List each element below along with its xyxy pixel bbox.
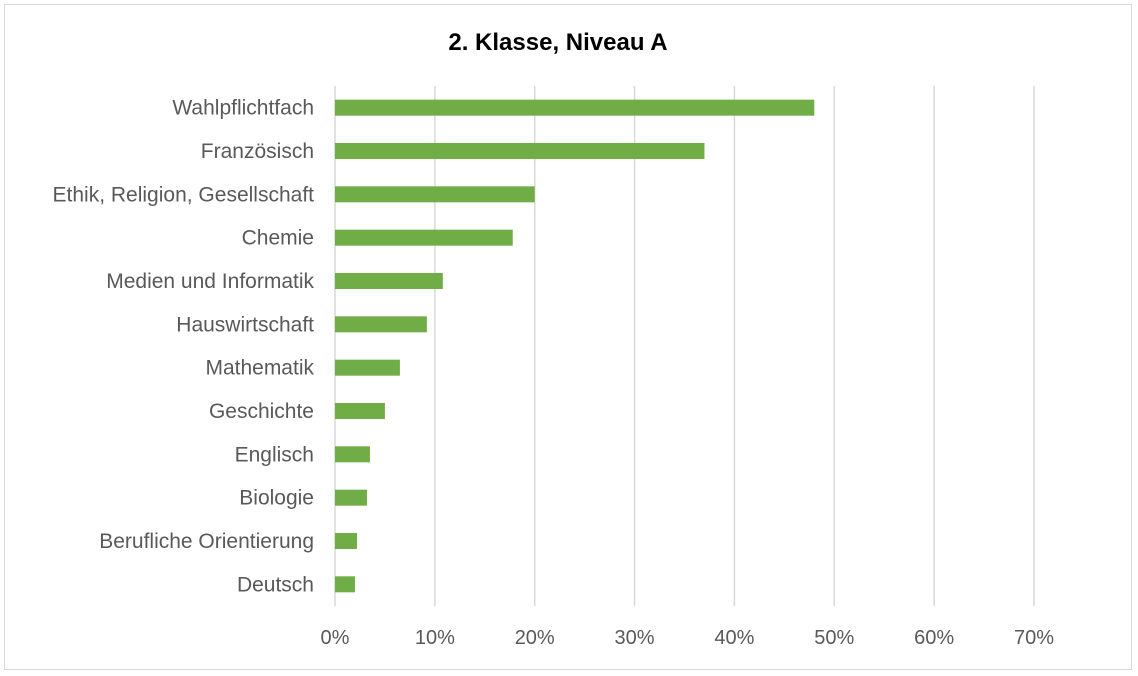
bar [335, 489, 367, 506]
bar [335, 143, 705, 159]
category-label: Hauswirtschaft [176, 313, 314, 336]
x-tick-label: 40% [714, 627, 754, 649]
category-label: Medien und Informatik [106, 270, 314, 293]
bar [335, 186, 535, 203]
bar [335, 533, 357, 549]
category-label: Englisch [235, 443, 314, 466]
category-label: Geschichte [209, 400, 314, 423]
category-label: Wahlpflichtfach [172, 97, 314, 120]
category-labels: Wahlpflichtfach Französisch Ethik, Religio… [53, 97, 315, 597]
x-tick-label: 30% [615, 627, 655, 649]
bar [335, 446, 370, 463]
bar [335, 576, 355, 593]
x-tick-label: 10% [415, 627, 455, 649]
bar [335, 99, 815, 116]
bar [335, 229, 513, 246]
x-tick-label: 0% [321, 627, 350, 649]
x-tick-label: 60% [914, 627, 954, 649]
bar [335, 403, 385, 419]
category-label: Mathematik [205, 357, 314, 380]
x-tick-label: 20% [515, 627, 555, 649]
chart-title: 2. Klasse, Niveau A [448, 29, 667, 56]
category-label: Deutsch [237, 573, 314, 596]
bars [335, 99, 815, 593]
bar [335, 359, 400, 376]
x-tick-label: 70% [1014, 627, 1054, 649]
category-label: Berufliche Orientierung [99, 530, 314, 553]
bar [335, 273, 443, 289]
category-label: Chemie [242, 227, 314, 250]
x-tick-label: 50% [814, 627, 854, 649]
category-label: Biologie [239, 487, 314, 510]
x-tick-labels: 0% 10% 20% 30% 40% 50% 60% 70% [321, 627, 1055, 649]
category-label: Ethik, Religion, Gesellschaft [53, 183, 315, 206]
category-label: Französisch [201, 140, 314, 163]
bar [335, 316, 427, 333]
gridlines [334, 86, 1035, 606]
